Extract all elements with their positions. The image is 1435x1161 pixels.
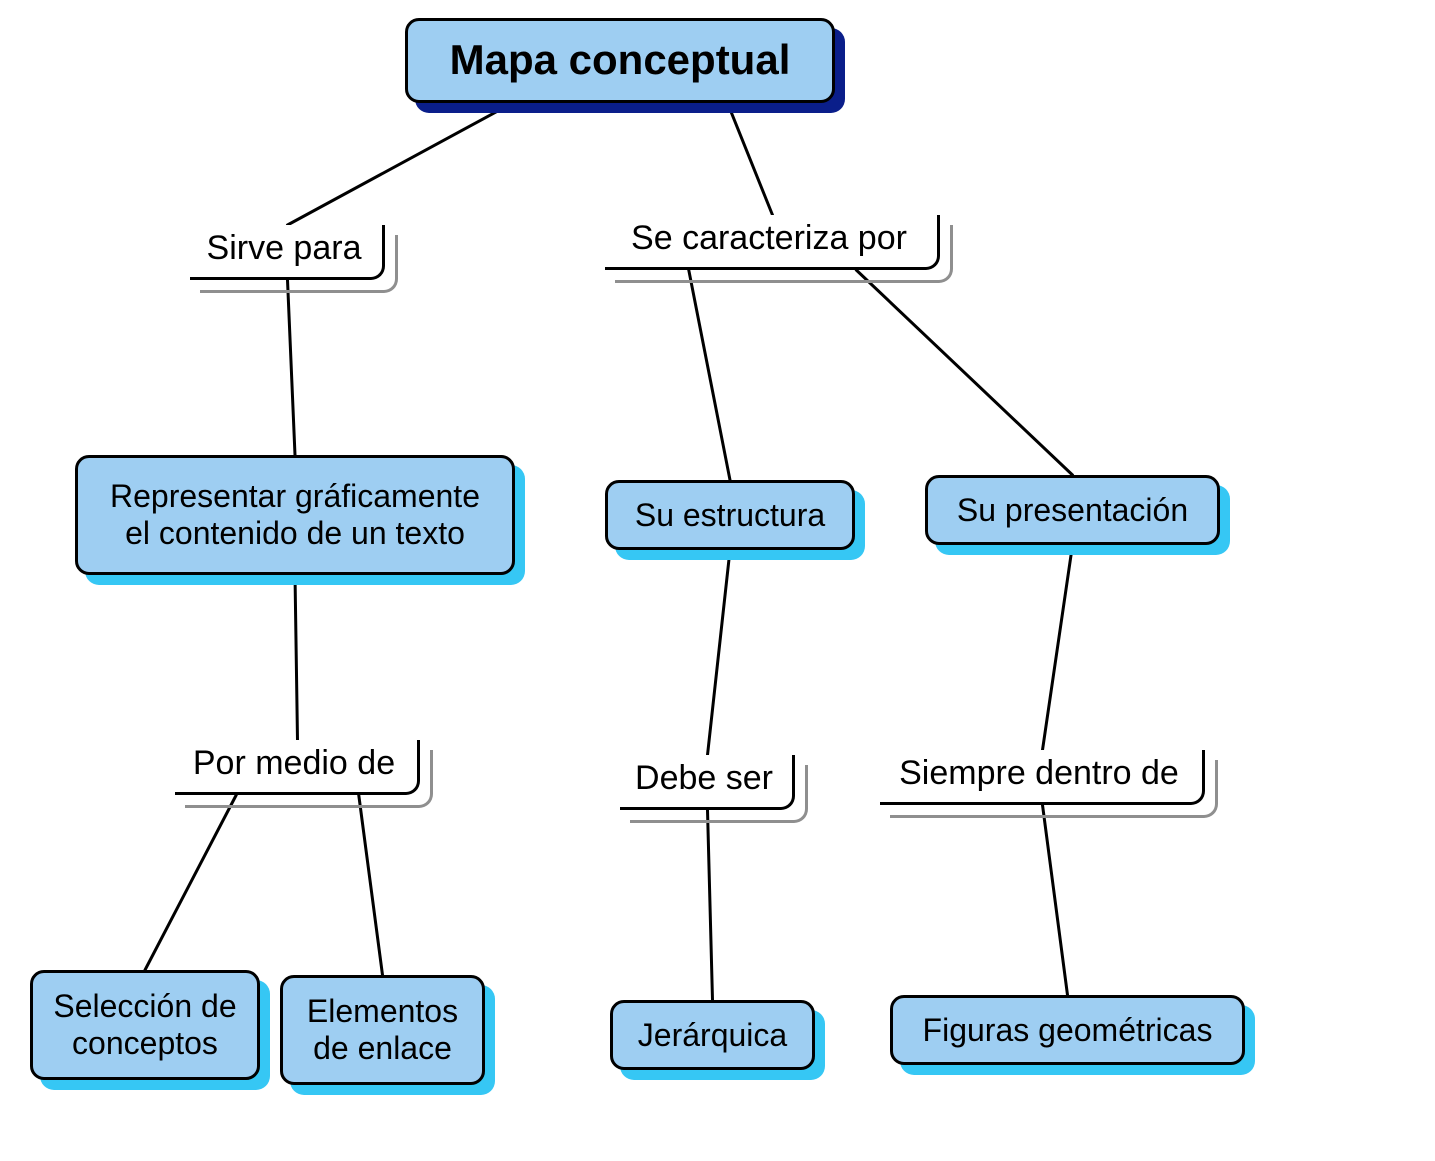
link-siempre-dentro-de: Siempre dentro de (880, 750, 1205, 805)
node-root: Mapa conceptual (405, 18, 835, 103)
link-label: Sirve para (207, 229, 362, 268)
link-por-medio-de: Por medio de (175, 740, 420, 795)
link-box: Por medio de (175, 740, 420, 795)
node-box: Representar gráficamente el contenido de… (75, 455, 515, 575)
link-label: Se caracteriza por (631, 219, 907, 258)
link-label: Por medio de (193, 744, 395, 783)
link-box: Siempre dentro de (880, 750, 1205, 805)
node-elementos: Elementos de enlace (280, 975, 485, 1085)
node-label: Su estructura (635, 497, 825, 534)
link-se-caracteriza-por: Se caracteriza por (605, 215, 940, 270)
node-box: Jerárquica (610, 1000, 815, 1070)
node-label: Figuras geométricas (923, 1012, 1213, 1049)
node-seleccion: Selección de conceptos (30, 970, 260, 1080)
link-box: Debe ser (620, 755, 795, 810)
node-jerarquica: Jerárquica (610, 1000, 815, 1070)
node-figuras: Figuras geométricas (890, 995, 1245, 1065)
link-debe-ser: Debe ser (620, 755, 795, 810)
link-sirve-para: Sirve para (190, 225, 385, 280)
node-box: Mapa conceptual (405, 18, 835, 103)
link-label: Siempre dentro de (899, 754, 1179, 793)
node-label: Jerárquica (638, 1017, 787, 1054)
node-representar: Representar gráficamente el contenido de… (75, 455, 515, 575)
node-box: Su presentación (925, 475, 1220, 545)
node-box: Elementos de enlace (280, 975, 485, 1085)
link-box: Sirve para (190, 225, 385, 280)
node-label: Representar gráficamente el contenido de… (110, 478, 480, 552)
concept-map: Mapa conceptual Representar gráficamente… (0, 0, 1435, 1161)
link-box: Se caracteriza por (605, 215, 940, 270)
node-presentacion: Su presentación (925, 475, 1220, 545)
node-estructura: Su estructura (605, 480, 855, 550)
node-label: Mapa conceptual (450, 36, 791, 84)
node-box: Selección de conceptos (30, 970, 260, 1080)
node-box: Su estructura (605, 480, 855, 550)
node-label: Su presentación (957, 492, 1188, 529)
node-box: Figuras geométricas (890, 995, 1245, 1065)
node-label: Selección de conceptos (53, 988, 236, 1062)
link-label: Debe ser (635, 759, 773, 798)
node-label: Elementos de enlace (307, 993, 458, 1067)
